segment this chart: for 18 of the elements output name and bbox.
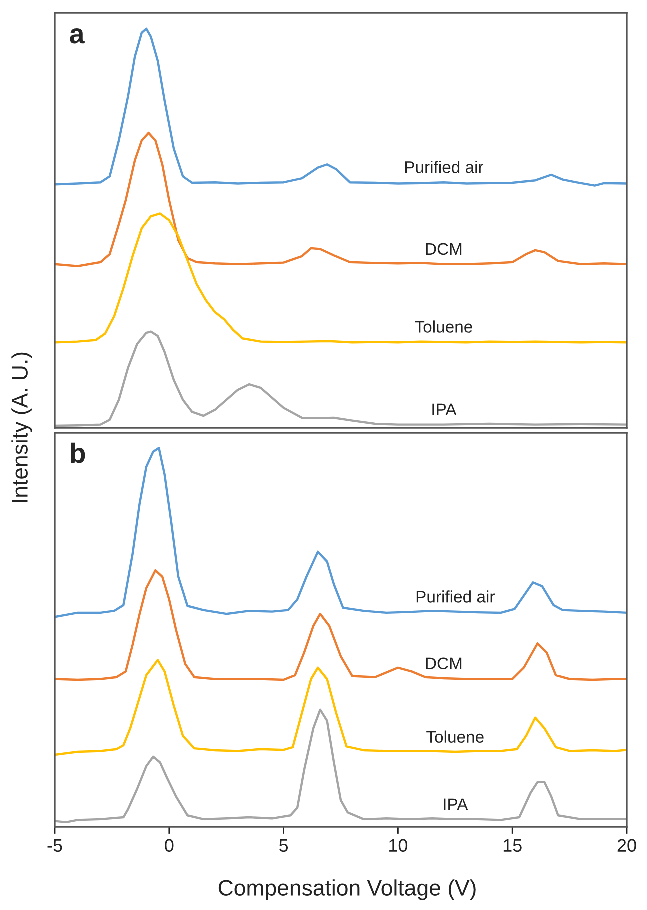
series-label: Toluene <box>415 320 472 333</box>
x-tick-label: 15 <box>504 839 522 852</box>
series-label: Toluene <box>426 730 484 744</box>
x-tick-label: 10 <box>390 839 408 852</box>
chart-title: a <box>70 28 85 44</box>
series-label: Purified air <box>416 590 495 603</box>
series-label: DCM <box>426 243 462 256</box>
chart-title: b <box>71 442 86 464</box>
x-tick-label: 20 <box>618 839 636 852</box>
x-tick-label: 0 <box>165 839 174 852</box>
series-label: IPA <box>432 404 457 416</box>
x-tick-label: 5 <box>280 839 288 852</box>
x-axis-title: Compensation Voltage (V) <box>218 880 476 900</box>
series-label: IPA <box>444 798 468 810</box>
y-axis-title: Intensity (A. U.) <box>12 352 32 503</box>
series-label: Purified air <box>406 161 484 174</box>
x-tick-label: -5 <box>48 839 62 852</box>
series-label: DCM <box>426 658 462 670</box>
